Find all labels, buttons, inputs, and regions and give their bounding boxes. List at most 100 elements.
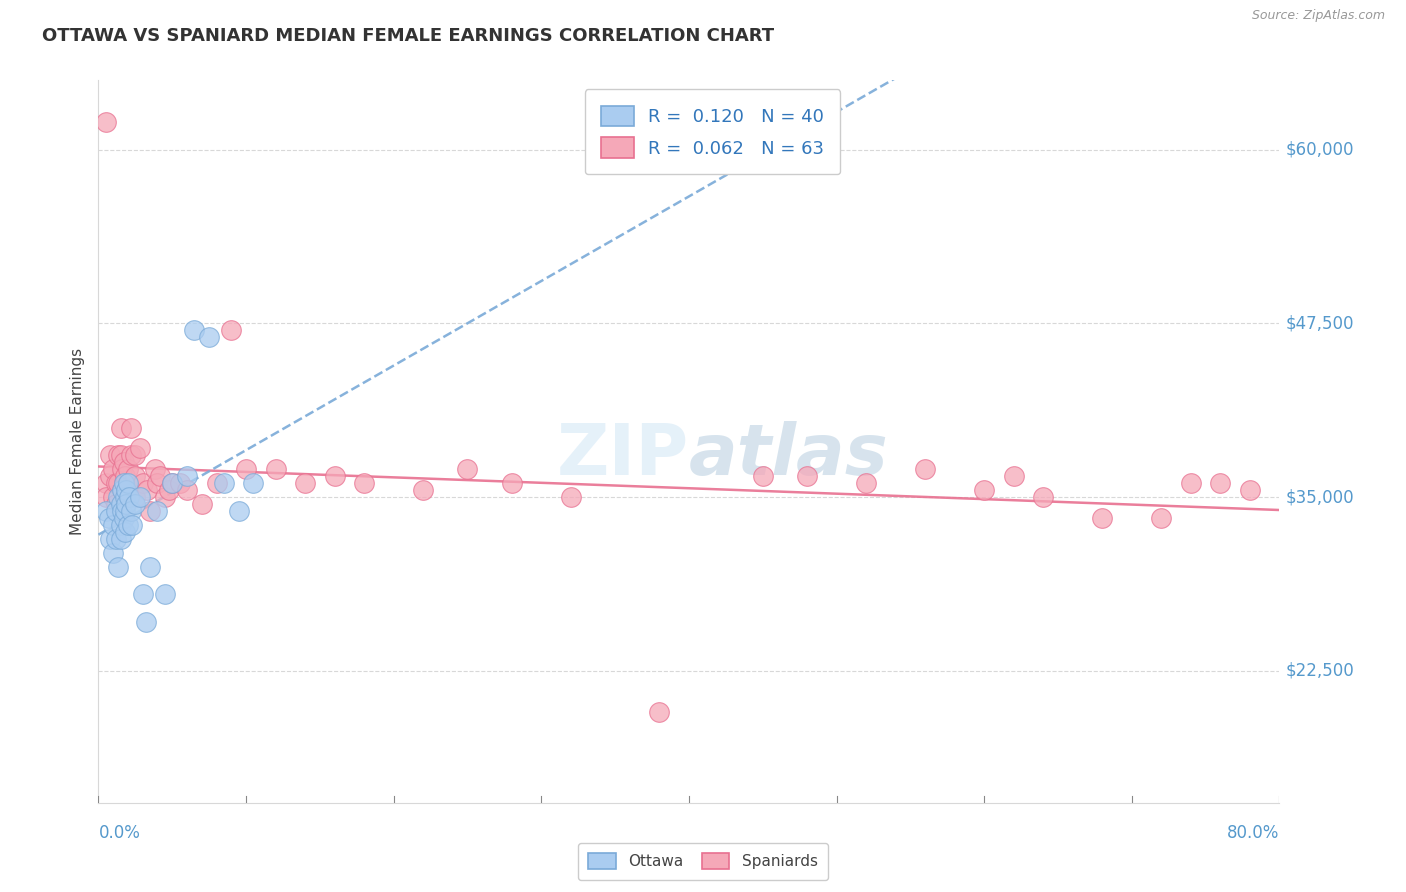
Point (796, 469, 818, 483)
Point (112, 476, 135, 491)
Text: ZIP: ZIP (557, 422, 689, 491)
Point (120, 420, 142, 434)
Point (124, 497, 146, 511)
Point (1032, 490, 1054, 504)
Point (157, 483, 180, 498)
Point (107, 490, 129, 504)
Point (648, 706, 671, 720)
Point (117, 483, 139, 498)
Text: 0.0%: 0.0% (98, 823, 141, 842)
Point (139, 504, 162, 518)
Point (105, 532, 128, 546)
Point (124, 490, 146, 504)
Point (112, 476, 135, 491)
Text: $35,000: $35,000 (1285, 488, 1354, 506)
Point (353, 476, 375, 491)
Point (114, 524, 136, 539)
Legend: Ottawa, Spaniards: Ottawa, Spaniards (578, 843, 828, 880)
Point (124, 469, 146, 483)
Point (560, 490, 582, 504)
Point (103, 546, 125, 560)
Point (98, 469, 121, 483)
Point (914, 462, 936, 476)
Point (98, 449, 121, 463)
Point (117, 517, 139, 532)
Text: Source: ZipAtlas.com: Source: ZipAtlas.com (1251, 9, 1385, 22)
Point (112, 455, 135, 469)
Point (153, 490, 176, 504)
Point (153, 587, 176, 601)
Point (228, 504, 250, 518)
Point (323, 469, 346, 483)
Point (146, 476, 169, 491)
Point (105, 497, 128, 511)
Point (115, 497, 138, 511)
Point (139, 559, 162, 574)
Point (136, 483, 159, 498)
Point (114, 490, 136, 504)
Point (94, 504, 117, 518)
Point (501, 476, 523, 491)
Point (1209, 476, 1232, 491)
Point (1091, 511, 1114, 525)
Point (1239, 483, 1261, 498)
Point (149, 469, 172, 483)
Point (110, 449, 132, 463)
Point (162, 476, 183, 491)
Point (117, 476, 139, 491)
Point (105, 504, 128, 518)
Point (94, 490, 117, 504)
Point (120, 504, 142, 518)
Point (752, 469, 775, 483)
Point (128, 490, 150, 504)
Point (94, 115, 117, 129)
Point (135, 615, 157, 630)
Point (105, 476, 128, 491)
Point (103, 517, 125, 532)
Point (1150, 511, 1173, 525)
Point (120, 449, 142, 463)
Text: atlas: atlas (689, 422, 889, 491)
Point (973, 483, 995, 498)
Text: $60,000: $60,000 (1285, 141, 1354, 159)
Text: $22,500: $22,500 (1285, 662, 1354, 680)
Y-axis label: Median Female Earnings: Median Female Earnings (69, 348, 84, 535)
Point (191, 497, 214, 511)
Point (111, 504, 134, 518)
Point (143, 462, 166, 476)
Point (855, 476, 877, 491)
Point (221, 323, 243, 337)
Point (103, 490, 125, 504)
Point (294, 476, 316, 491)
Text: $47,500: $47,500 (1285, 315, 1354, 333)
Point (169, 476, 191, 491)
Point (264, 462, 287, 476)
Point (1180, 476, 1202, 491)
Point (107, 449, 129, 463)
Point (115, 483, 138, 498)
Point (110, 532, 132, 546)
Point (111, 462, 134, 476)
Point (212, 476, 235, 491)
Point (110, 420, 132, 434)
Point (107, 476, 129, 491)
Point (146, 504, 169, 518)
Point (114, 504, 136, 518)
Point (114, 469, 136, 483)
Point (118, 490, 141, 504)
Point (111, 483, 134, 498)
Point (111, 483, 134, 498)
Point (162, 476, 183, 491)
Point (205, 476, 228, 491)
Point (457, 462, 479, 476)
Point (121, 517, 143, 532)
Point (110, 497, 132, 511)
Point (117, 462, 139, 476)
Point (1002, 469, 1025, 483)
Point (412, 483, 434, 498)
Point (97, 511, 120, 525)
Point (98, 532, 121, 546)
Point (183, 323, 205, 337)
Point (132, 476, 155, 491)
Point (128, 442, 150, 456)
